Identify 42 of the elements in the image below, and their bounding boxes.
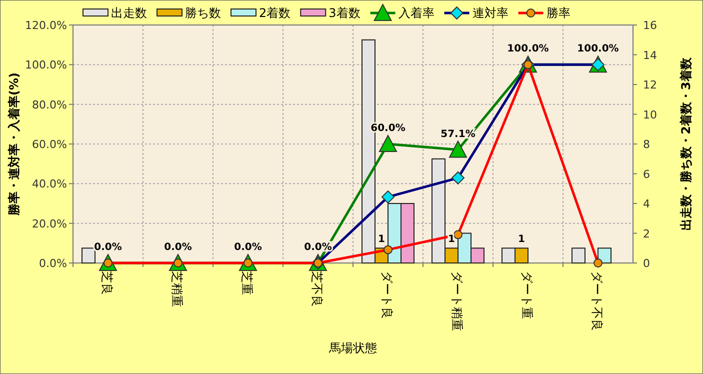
x-tick-label: ダート不良 xyxy=(590,271,604,331)
data-label: 1 xyxy=(378,234,386,246)
y-tick-label: 120.0% xyxy=(25,19,67,32)
y-tick-label: 100.0% xyxy=(25,58,67,72)
data-label: 0.0% xyxy=(94,242,122,253)
x-tick-label: 芝不良 xyxy=(310,271,324,307)
x-tick-label: 芝良 xyxy=(100,271,114,295)
y2-tick-label: 14 xyxy=(643,48,657,62)
legend-label: 3着数 xyxy=(328,6,360,20)
legend-label: 勝ち数 xyxy=(185,6,221,20)
x-tick-label: ダート稍重 xyxy=(450,271,464,331)
y-tick-label: 80.0% xyxy=(32,98,67,112)
data-label: 1 xyxy=(518,234,526,246)
y2-tick-label: 2 xyxy=(643,227,650,240)
legend-label: 2着数 xyxy=(259,6,291,20)
x-tick-label: ダート重 xyxy=(520,271,534,319)
y2-tick-label: 0 xyxy=(643,257,650,270)
legend-label: 連対率 xyxy=(472,6,508,20)
y2-axis-title: 出走数・勝ち数・2着数・3着数 xyxy=(679,56,693,230)
data-label: 100.0% xyxy=(577,44,619,55)
y2-tick-label: 12 xyxy=(643,78,657,92)
y-axis-title: 勝率・連対率・入着率(%) xyxy=(7,72,21,216)
data-label: 1 xyxy=(448,234,456,246)
data-label: 0.0% xyxy=(164,242,192,253)
y-tick-label: 60.0% xyxy=(32,138,67,151)
x-axis-title: 馬場状態 xyxy=(328,341,377,355)
x-tick-label: ダート良 xyxy=(380,271,394,319)
y2-tick-label: 16 xyxy=(643,19,657,32)
legend-label: 勝率 xyxy=(546,6,570,20)
x-tick-label: 芝稍重 xyxy=(170,271,184,307)
y2-tick-label: 6 xyxy=(643,168,650,181)
y2-tick-label: 8 xyxy=(643,138,650,151)
y-tick-label: 40.0% xyxy=(32,178,67,191)
x-tick-label: 芝重 xyxy=(240,271,254,295)
y2-tick-label: 4 xyxy=(643,198,650,210)
legend-label: 入着率 xyxy=(398,6,434,20)
data-label: 100.0% xyxy=(507,44,549,55)
y2-tick-label: 10 xyxy=(643,108,657,122)
legend-label: 出走数 xyxy=(111,6,147,20)
data-label: 0.0% xyxy=(234,242,262,253)
y-tick-label: 0.0% xyxy=(39,257,67,270)
y-tick-label: 20.0% xyxy=(32,217,67,230)
